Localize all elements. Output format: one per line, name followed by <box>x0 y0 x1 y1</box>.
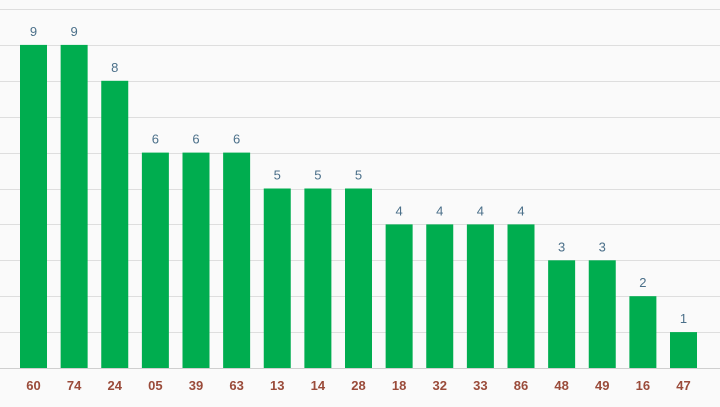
bar-47 <box>670 332 697 368</box>
x-tick-label: 48 <box>554 378 568 393</box>
bar-05 <box>141 152 169 368</box>
x-tick-label: 13 <box>270 378 284 393</box>
value-label: 4 <box>517 203 524 218</box>
bar-74 <box>60 44 88 369</box>
value-label: 9 <box>71 24 78 39</box>
value-label: 3 <box>599 239 606 254</box>
value-label: 6 <box>233 132 240 147</box>
value-label: 4 <box>436 203 443 218</box>
value-label: 3 <box>558 239 565 254</box>
x-tick-label: 49 <box>595 378 609 393</box>
bar-86 <box>507 224 535 368</box>
value-label: 5 <box>355 168 362 183</box>
bar-28 <box>345 188 372 368</box>
x-tick-label: 74 <box>67 378 82 393</box>
x-tick-label: 63 <box>229 378 243 393</box>
bar-39 <box>182 152 210 368</box>
value-label: 6 <box>192 132 199 147</box>
bar-13 <box>263 188 291 368</box>
x-tick-label: 60 <box>26 378 40 393</box>
x-tick-label: 16 <box>636 378 650 393</box>
bar-14 <box>304 188 332 368</box>
bar-48 <box>548 260 576 368</box>
x-tick-label: 86 <box>514 378 528 393</box>
x-tick-labels: 60 74 24 05 39 63 13 14 28 18 32 33 86 48 49 16 47 <box>26 378 690 393</box>
x-tick-label: 32 <box>433 378 447 393</box>
bar-24 <box>101 80 129 369</box>
value-label: 4 <box>477 203 484 218</box>
value-label: 9 <box>30 24 37 39</box>
x-tick-label: 14 <box>311 378 326 393</box>
x-tick-label: 05 <box>148 378 162 393</box>
value-label: 8 <box>111 60 118 75</box>
bar-49 <box>588 260 616 368</box>
x-tick-label: 28 <box>351 378 365 393</box>
value-label: 5 <box>274 168 281 183</box>
value-label: 5 <box>314 168 321 183</box>
bar-60 <box>20 44 47 369</box>
bar-32 <box>426 224 454 368</box>
value-label: 2 <box>639 275 646 290</box>
x-tick-label: 24 <box>108 378 123 393</box>
x-tick-label: 33 <box>473 378 487 393</box>
value-label: 6 <box>152 132 159 147</box>
bar-33 <box>466 224 494 368</box>
x-tick-label: 47 <box>676 378 690 393</box>
x-tick-label: 18 <box>392 378 406 393</box>
bar-16 <box>629 296 657 368</box>
bars <box>20 44 697 369</box>
value-labels: 9 9 8 6 6 6 5 5 5 4 4 4 4 3 3 2 1 <box>30 24 687 326</box>
bar-18 <box>385 224 413 368</box>
bar-63 <box>223 152 251 368</box>
x-tick-label: 39 <box>189 378 203 393</box>
value-label: 1 <box>680 311 687 326</box>
value-label: 4 <box>396 203 403 218</box>
